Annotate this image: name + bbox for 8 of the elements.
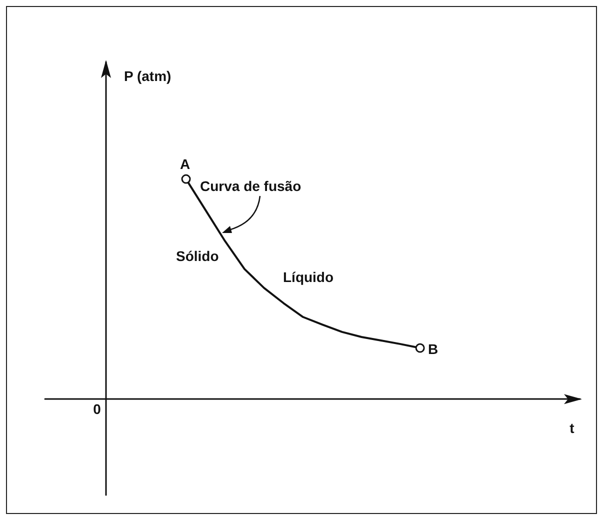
annotation: Líquido (283, 269, 334, 285)
annotation: Curva de fusão (200, 178, 302, 194)
text: t (570, 420, 575, 436)
text: P (atm) (124, 68, 172, 84)
text: A (180, 156, 190, 172)
annotation: B (428, 341, 438, 357)
text: 0 (93, 401, 102, 417)
annotation: Sólido (176, 248, 219, 264)
